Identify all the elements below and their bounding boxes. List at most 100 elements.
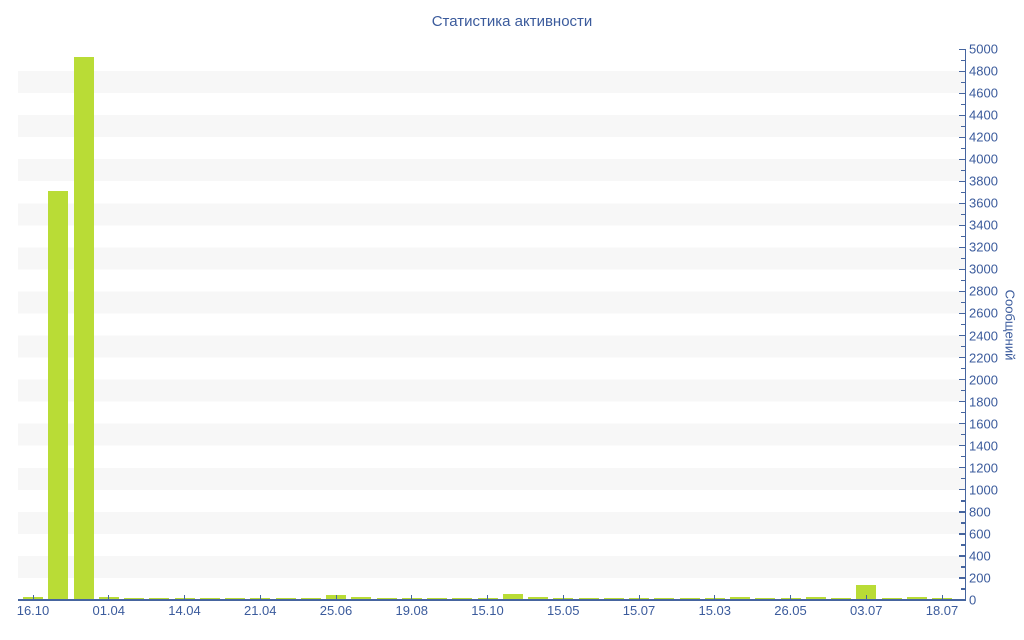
y-major-tick — [959, 357, 965, 359]
y-minor-tick — [961, 544, 965, 546]
x-tick — [184, 595, 186, 600]
y-tick-label: 5000 — [969, 41, 998, 57]
y-minor-tick — [961, 588, 965, 590]
y-minor-tick — [961, 390, 965, 392]
y-major-tick — [959, 92, 965, 94]
y-tick-label: 4000 — [969, 151, 998, 167]
y-major-tick — [959, 379, 965, 381]
x-tick — [790, 595, 792, 600]
y-major-tick — [959, 246, 965, 249]
x-tick — [865, 595, 867, 600]
x-tick — [108, 595, 110, 600]
y-tick-label: 3800 — [969, 173, 998, 189]
y-major-tick — [959, 70, 965, 72]
y-tick-label: 1200 — [969, 460, 998, 476]
x-tick-label: 21.04 — [243, 603, 277, 618]
y-minor-tick — [961, 434, 965, 436]
y-minor-tick — [961, 235, 965, 238]
y-axis-line — [964, 49, 966, 600]
y-major-tick — [959, 555, 965, 557]
y-minor-tick — [961, 324, 965, 326]
x-tick-label: 15.03 — [698, 603, 732, 618]
y-tick-label: 2200 — [969, 350, 998, 366]
x-tick — [335, 595, 337, 600]
y-minor-tick — [961, 368, 965, 370]
y-major-tick — [959, 224, 965, 226]
y-major-tick — [959, 158, 965, 160]
y-tick-label: 3200 — [969, 239, 998, 255]
y-major-tick — [959, 48, 965, 50]
bar[interactable] — [351, 597, 372, 600]
x-tick-label: 03.07 — [849, 603, 883, 618]
y-tick-label: 4800 — [969, 63, 998, 79]
x-tick — [487, 595, 489, 600]
y-tick-label: 1000 — [969, 482, 998, 498]
bar[interactable] — [48, 190, 69, 600]
y-tick-label: 4400 — [969, 107, 998, 123]
y-major-tick — [959, 423, 965, 425]
bar[interactable] — [73, 56, 94, 600]
y-tick-label: 1400 — [969, 438, 998, 454]
bar[interactable] — [856, 584, 877, 600]
y-minor-tick — [961, 191, 965, 193]
y-minor-tick — [961, 301, 965, 304]
y-minor-tick — [961, 412, 965, 414]
y-major-tick — [959, 599, 965, 601]
y-tick-label: 3600 — [969, 195, 998, 211]
y-minor-tick — [961, 59, 965, 61]
x-tick-label: 15.05 — [546, 603, 580, 618]
y-major-tick — [959, 202, 965, 204]
y-minor-tick — [961, 456, 965, 458]
y-minor-tick — [961, 566, 965, 568]
bar[interactable] — [730, 596, 750, 600]
y-tick-label: 600 — [969, 526, 991, 542]
bar[interactable] — [805, 597, 826, 600]
x-tick-label: 14.04 — [168, 603, 201, 618]
y-major-tick — [959, 533, 965, 535]
y-minor-tick — [961, 500, 965, 502]
y-major-tick — [959, 467, 965, 469]
y-major-tick — [959, 511, 965, 513]
x-tick-label: 01.04 — [92, 603, 126, 618]
x-tick — [411, 595, 413, 600]
y-tick-label: 2000 — [969, 372, 998, 388]
x-tick-label: 18.07 — [925, 603, 959, 618]
x-tick-label: 25.06 — [319, 603, 353, 618]
x-tick-label: 19.08 — [395, 603, 429, 618]
x-tick — [562, 595, 564, 600]
y-axis-title: Сообщений — [1002, 289, 1018, 361]
y-minor-tick — [961, 169, 965, 171]
y-tick-label: 400 — [969, 548, 991, 564]
y-major-tick — [959, 577, 965, 579]
x-tick-label: 16.10 — [16, 603, 50, 618]
bar[interactable] — [502, 593, 523, 600]
y-minor-tick — [961, 522, 965, 524]
y-minor-tick — [961, 81, 965, 83]
x-tick — [714, 595, 716, 600]
y-minor-tick — [961, 478, 965, 480]
y-minor-tick — [961, 213, 965, 215]
y-minor-tick — [961, 147, 965, 149]
y-tick-label: 1600 — [969, 416, 998, 432]
y-major-tick — [959, 180, 965, 182]
x-tick — [638, 595, 640, 600]
y-major-tick — [959, 489, 965, 491]
y-tick-label: 3400 — [969, 217, 998, 233]
y-tick-label: 2600 — [969, 305, 998, 321]
y-major-tick — [959, 268, 965, 271]
y-tick-label: 4600 — [969, 85, 998, 101]
x-tick-label: 15.07 — [622, 603, 656, 618]
y-major-tick — [959, 401, 965, 403]
chart-title: Статистика активности — [431, 13, 593, 30]
bar[interactable] — [528, 597, 548, 600]
bar[interactable] — [906, 596, 927, 600]
y-tick-label: 4200 — [969, 129, 998, 145]
plot-area — [18, 49, 965, 600]
y-tick-label: 800 — [969, 504, 991, 520]
x-tick-label: 15.10 — [471, 603, 504, 618]
y-major-tick — [959, 136, 965, 138]
y-tick-label: 1800 — [969, 394, 998, 410]
y-tick-label: 2400 — [969, 328, 998, 344]
bar[interactable] — [427, 597, 447, 600]
